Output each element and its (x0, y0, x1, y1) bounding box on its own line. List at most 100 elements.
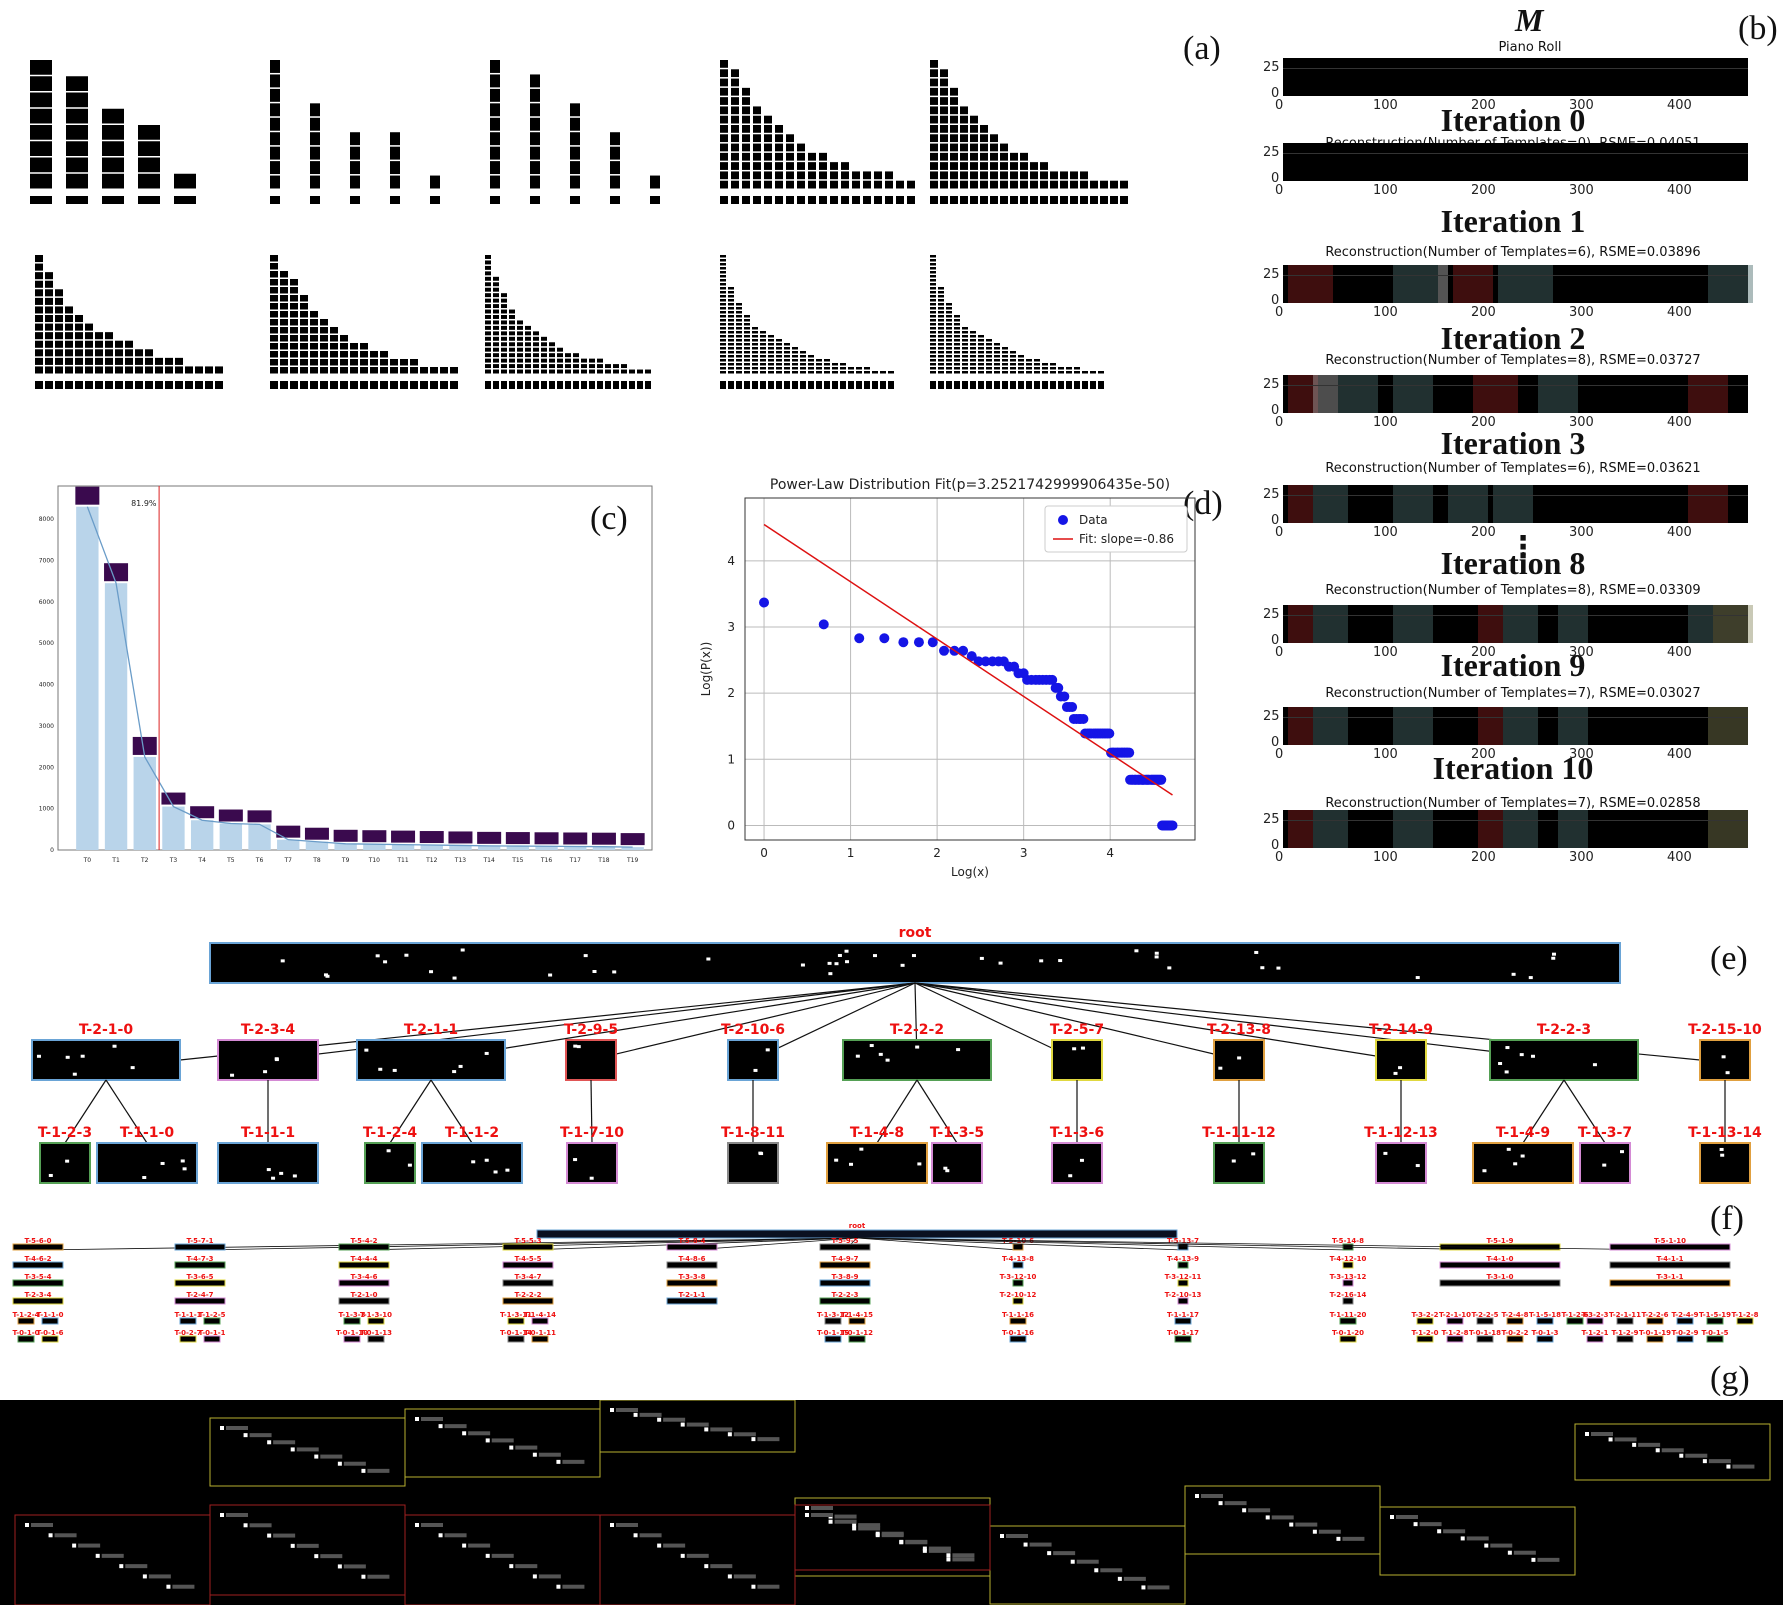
note-tail (1490, 1543, 1513, 1548)
note-mark (1506, 1147, 1511, 1151)
histogram-cell (485, 265, 491, 270)
histogram-base-cell (610, 196, 620, 204)
note-tail (928, 1548, 951, 1553)
tree-f-node-box (338, 1279, 390, 1287)
histogram-cell (105, 349, 113, 357)
histogram-cell (270, 271, 278, 278)
histogram-base-cell (907, 196, 915, 204)
histogram-cell (946, 307, 952, 310)
y-tick: 25 (1263, 607, 1280, 622)
histogram-cell (720, 267, 726, 270)
chart-d-point (1047, 674, 1058, 685)
histogram-cell (954, 339, 960, 342)
note-mark (573, 1044, 578, 1048)
histogram-cell (175, 366, 183, 374)
histogram-cell (731, 106, 739, 115)
histogram-base-cell (962, 381, 968, 389)
iteration-ellipsis: ⋮ (1508, 530, 1538, 565)
panel-label-f: (f) (1710, 1200, 1744, 1237)
histogram-cell (848, 367, 854, 370)
histogram-cell (270, 351, 278, 358)
histogram-base-cell (1030, 196, 1038, 204)
histogram-cell (856, 367, 862, 370)
histogram-cell (430, 175, 440, 189)
histogram-cell (310, 319, 318, 326)
histogram-cell (1060, 171, 1068, 180)
histogram-cell (744, 315, 750, 318)
histogram-cell (728, 363, 734, 366)
histogram-cell (970, 115, 978, 124)
chart-c-bar (219, 823, 243, 850)
histogram-cell (775, 152, 783, 161)
histogram-cell (950, 171, 958, 180)
histogram-cell (493, 325, 499, 330)
note-tail (367, 1574, 390, 1579)
note-head (680, 1553, 685, 1558)
note-tail (343, 1461, 366, 1466)
note-head (751, 1584, 756, 1589)
tree-e-node-box (1375, 1039, 1427, 1081)
note-head (610, 1408, 614, 1412)
histogram-cell (350, 161, 360, 175)
note-tail (733, 1574, 756, 1579)
note-mark (182, 1167, 187, 1171)
tree-e-edge (914, 982, 1078, 1061)
histogram-cell (570, 175, 580, 189)
tree-f-node-label: T-0-1-1 (198, 1329, 225, 1337)
note-mark (1528, 976, 1533, 980)
note-head (1000, 1534, 1004, 1538)
histogram-cell (85, 366, 93, 374)
histogram-group (930, 255, 1104, 389)
tree-f-node-label: T-0-1-17 (1167, 1329, 1199, 1337)
tree-f-node-label: T-4-13-9 (1167, 1255, 1199, 1263)
histogram-cell (1030, 171, 1038, 180)
histogram-cell (45, 272, 53, 280)
histogram-cell (350, 359, 358, 366)
panel-label-a: (a) (1183, 30, 1221, 67)
histogram-cell (930, 339, 936, 342)
histogram-cell (930, 287, 936, 290)
histogram-cell (270, 146, 280, 160)
note-head (1218, 1501, 1223, 1506)
histogram-cell (485, 315, 491, 319)
histogram-cell (1058, 367, 1064, 370)
chart-c-bar (420, 845, 443, 850)
note-head (610, 1523, 614, 1527)
tree-f-node-box (1009, 1335, 1027, 1343)
histogram-cell (450, 367, 458, 374)
histogram-base-cell (816, 381, 822, 389)
tree-e-node-label: T-2-15-10 (1688, 1022, 1762, 1038)
note-mark (915, 1045, 920, 1049)
template-highlight (1558, 605, 1588, 643)
tree-e-root-box (209, 942, 1621, 984)
histogram-cell (270, 335, 278, 342)
histogram-cell (485, 358, 491, 363)
histogram-base-cell (776, 381, 782, 389)
chart-c-y-tick: 2000 (39, 764, 54, 771)
tree-f-node-label: T-0-1-10 (336, 1329, 368, 1337)
histogram-cell (509, 369, 515, 374)
note-mark (765, 1048, 770, 1052)
histogram-cell (1034, 367, 1040, 370)
tree-f-node-box (12, 1297, 64, 1305)
histogram-cell (776, 355, 782, 358)
histogram-cell (907, 180, 915, 189)
histogram-base-cell (841, 196, 849, 204)
chart-c-template-thumbnail (190, 806, 215, 819)
histogram-cell (874, 180, 882, 189)
histogram-cell (1002, 371, 1008, 374)
x-tick: 400 (1667, 645, 1692, 660)
histogram-cell (753, 171, 761, 180)
histogram-cell (45, 340, 53, 348)
histogram-cell (753, 143, 761, 152)
histogram-cell (1000, 152, 1008, 161)
histogram-cell (35, 263, 43, 271)
iteration-title: Iteration 0 (1440, 102, 1586, 138)
histogram-cell (1058, 371, 1064, 374)
note-mark (979, 956, 984, 960)
histogram-cell (760, 343, 766, 346)
note-mark (576, 1045, 581, 1049)
histogram-cell (744, 331, 750, 334)
piano-roll-plot (1283, 143, 1748, 181)
tree-f-node-label: T-1-2-8 (1441, 1329, 1468, 1337)
